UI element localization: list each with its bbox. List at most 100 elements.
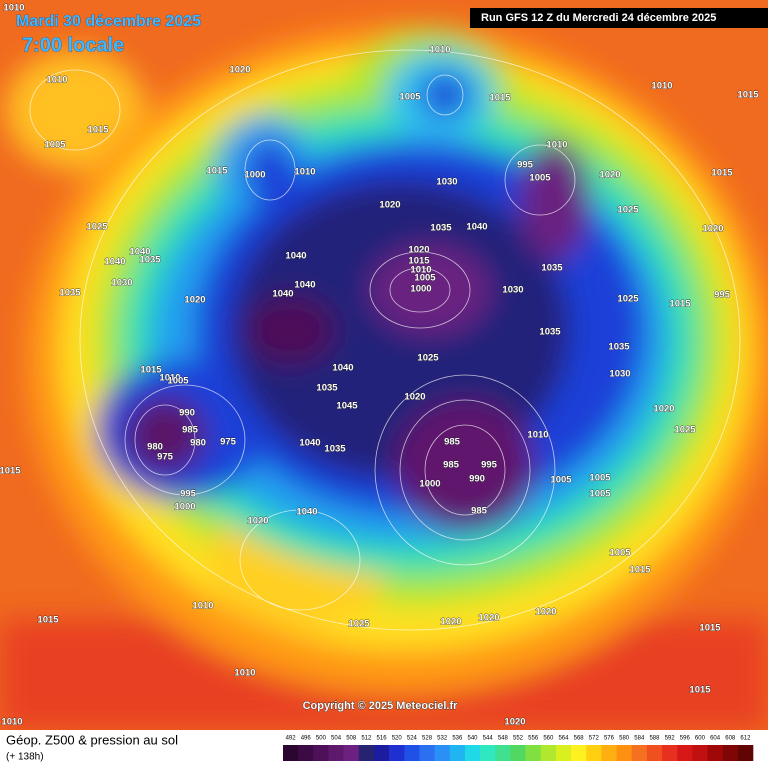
pressure-label: 985: [443, 460, 460, 471]
colorbar-cell: [616, 745, 633, 761]
colorbar-label: 604: [710, 736, 721, 742]
colorbar-cell: [692, 745, 708, 761]
pressure-label: 1040: [466, 222, 487, 233]
pressure-label: 1025: [86, 222, 108, 233]
pressure-label: 995: [180, 489, 197, 500]
colorbar-label: 508: [346, 736, 357, 742]
product-caption: Géop. Z500 & pression au sol: [6, 732, 178, 747]
pressure-label: 1015: [87, 125, 109, 136]
pressure-label: 1010: [46, 75, 67, 86]
pressure-label: 980: [190, 438, 206, 449]
colorbar-label: 564: [558, 736, 569, 742]
pressure-label: 1015: [206, 166, 228, 177]
pressure-label: 995: [714, 290, 731, 301]
pressure-label: 1020: [379, 200, 400, 211]
pressure-label: 995: [481, 460, 498, 471]
pressure-label: 1010: [546, 140, 567, 151]
pressure-label: 1035: [316, 383, 338, 394]
colorbar-cell: [662, 745, 678, 761]
colorbar-label: 548: [498, 736, 509, 742]
map-date: Mardi 30 décembre 2025: [16, 13, 201, 30]
colorbar-label: 608: [725, 736, 736, 742]
colorbar-label: 580: [619, 736, 630, 742]
colorbar-cell: [464, 745, 481, 761]
pressure-label: 1025: [417, 353, 439, 364]
pressure-label: 1010: [294, 167, 315, 178]
pressure-label: 1035: [541, 263, 563, 274]
pressure-label: 1015: [737, 90, 759, 101]
pressure-label: 1005: [414, 273, 436, 284]
pressure-label: 1020: [229, 65, 250, 76]
colorbar-label: 496: [301, 736, 312, 742]
pressure-label: 1020: [599, 170, 620, 181]
pressure-label: 1005: [44, 140, 66, 151]
pressure-label: 1020: [504, 717, 525, 728]
isobars: [29, 49, 741, 631]
colorbar-label: 520: [392, 736, 403, 742]
pressure-label: 995: [517, 160, 534, 171]
pressure-label: 1025: [348, 619, 370, 630]
colorbar-cell: [313, 745, 329, 761]
run-info: Run GFS 12 Z du Mercredi 24 décembre 202…: [481, 12, 716, 24]
pressure-label: 985: [444, 437, 461, 448]
pressure-label: 1025: [617, 294, 639, 305]
colorbar-label: 532: [437, 736, 448, 742]
colorbar-cell: [328, 745, 344, 761]
pressure-label: 1015: [37, 615, 59, 626]
colorbar-label: 568: [574, 736, 585, 742]
colorbar-cell: [449, 745, 466, 761]
pressure-label: 1010: [159, 373, 180, 384]
pressure-label: 1040: [104, 257, 125, 268]
pressure-label: 1035: [608, 342, 630, 353]
pressure-label: 980: [147, 442, 163, 453]
colorbar-cell: [540, 745, 557, 761]
pressure-label: 1035: [139, 255, 161, 266]
pressure-label: 1020: [247, 516, 268, 527]
pressure-label: 1010: [429, 45, 450, 56]
pressure-label: 1020: [408, 245, 429, 256]
pressure-label: 1030: [111, 278, 132, 289]
pressure-label: 1015: [489, 93, 511, 104]
colorbar-cell: [343, 745, 360, 761]
colorbar-label: 612: [740, 736, 751, 742]
colorbar-label: 524: [407, 736, 418, 742]
pressure-label: 1005: [399, 92, 421, 103]
copyright: Copyright © 2025 Meteociel.fr: [303, 700, 459, 712]
pressure-label: 1020: [653, 404, 674, 415]
pressure-label: 1020: [404, 392, 425, 403]
colorbar-label: 596: [680, 736, 691, 742]
pressure-label: 1030: [436, 177, 457, 188]
colorbar-cell: [389, 745, 405, 761]
pressure-label: 1005: [550, 475, 572, 486]
colorbar-cell: [404, 745, 420, 761]
run-box: [470, 8, 768, 28]
pressure-label: 1030: [609, 369, 630, 380]
colorbar-label: 492: [286, 736, 297, 742]
pressure-label: 1015: [669, 299, 691, 310]
pressure-label: 1010: [410, 265, 431, 276]
pressure-label: 1040: [294, 280, 315, 291]
colorbar-cell: [480, 745, 496, 761]
pressure-label: 1015: [689, 685, 711, 696]
pressure-label: 1000: [174, 502, 195, 513]
colorbar-cell: [722, 745, 739, 761]
colorbar-label: 588: [649, 736, 660, 742]
colorbar-label: 528: [422, 736, 433, 742]
pressure-label: 1035: [59, 288, 81, 299]
colorbar-cell: [555, 745, 572, 761]
pressure-label: 1030: [502, 285, 523, 296]
colorbar-cell: [707, 745, 723, 761]
pressure-label: 1005: [589, 489, 611, 500]
pressure-label: 1005: [589, 473, 611, 484]
pressure-label: 1040: [296, 507, 317, 518]
pressure-label: 1015: [711, 168, 733, 179]
colorbar-cell: [586, 745, 602, 761]
pressure-label: 1035: [430, 223, 452, 234]
colorbar-label: 516: [377, 736, 388, 742]
pressure-label: 985: [182, 425, 199, 436]
pressure-label: 1035: [539, 327, 561, 338]
colorbar-cell: [601, 745, 617, 761]
colorbar-cell: [298, 745, 314, 761]
